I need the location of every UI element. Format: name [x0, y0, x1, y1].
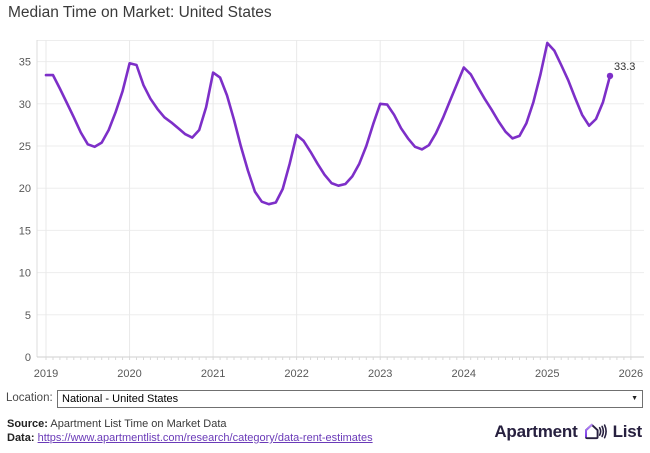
x-tick-label: 2026 [619, 368, 643, 380]
time-on-market-line-chart: 2019 2020 2021 2022 2023 2024 2025 202605101520… [19, 40, 644, 380]
y-tick-label: 25 [19, 141, 31, 153]
x-tick-label: 2024 [452, 368, 476, 380]
x-tick-label: 2021 [201, 368, 225, 380]
series-line [44, 41, 612, 206]
x-tick-label: 2025 [535, 368, 559, 380]
data-prefix: Data: [7, 432, 35, 444]
location-select[interactable]: National - United States [57, 390, 643, 408]
apartment-list-house-waves-icon [584, 423, 607, 440]
x-tick-label: 2020 [117, 368, 141, 380]
logo-word-apartment: Apartment [494, 421, 578, 441]
location-label: Location: [6, 392, 53, 404]
y-tick-label: 5 [25, 310, 31, 322]
y-tick-label: 35 [19, 57, 31, 69]
data-link[interactable]: https://www.apartmentlist.com/research/c… [37, 432, 373, 444]
y-tick-label: 30 [19, 99, 31, 111]
y-tick-label: 15 [19, 225, 31, 237]
page-title: Median Time on Market: United States [8, 4, 272, 21]
source-line: Source: Apartment List Time on Market Da… [7, 418, 227, 431]
y-tick-label: 0 [25, 352, 31, 364]
series-end-dot [606, 72, 614, 80]
x-tick-label: 2023 [368, 368, 392, 380]
y-tick-label: 20 [19, 183, 31, 195]
x-tick-label: 2019 [34, 368, 58, 380]
x-tick-label: 2022 [284, 368, 308, 380]
footer: Source: Apartment List Time on Market Da… [0, 414, 650, 453]
source-text: Apartment List Time on Market Data [50, 418, 227, 430]
logo-word-list: List [612, 421, 643, 441]
end-value-label: 33.3 [614, 61, 635, 73]
data-line: Data: https://www.apartmentlist.com/rese… [7, 432, 373, 445]
location-bar: Location: National - United States ▼ [0, 388, 650, 412]
apartment-list-logo: Apartment List [494, 420, 642, 443]
y-tick-label: 10 [19, 268, 31, 280]
source-prefix: Source: [7, 418, 48, 430]
